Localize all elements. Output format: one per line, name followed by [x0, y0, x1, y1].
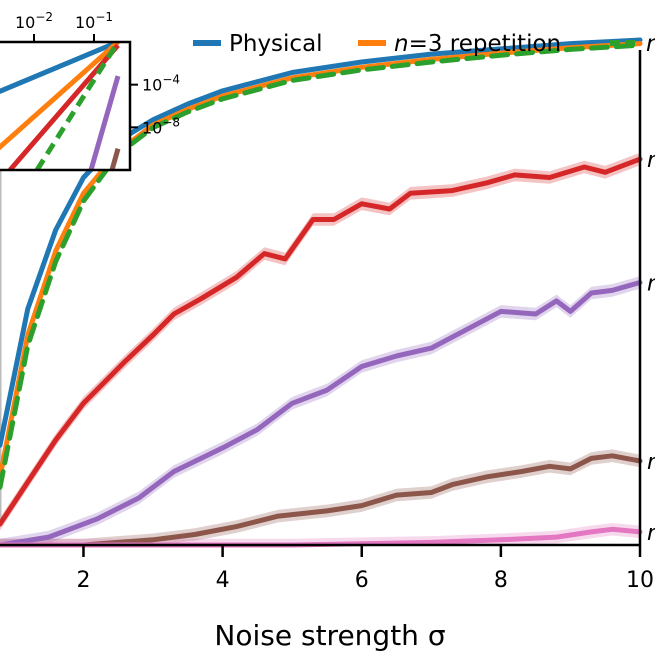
- legend-entry-2: n: [610, 31, 655, 57]
- series-line-n_red: [0, 156, 643, 527]
- legend-entry-0: Physical: [193, 31, 323, 57]
- x-tick-label-2: 2: [76, 568, 90, 593]
- legend-label-2: n: [646, 31, 655, 57]
- band-n_purple: [0, 276, 640, 545]
- x-tick-label-6: 6: [355, 568, 369, 593]
- series-line-n_green: [0, 42, 643, 490]
- series-lines: [0, 37, 643, 548]
- inset-line-1: [0, 42, 120, 151]
- inset-lines: [0, 42, 121, 170]
- legend-label-1: n=3 repetition: [394, 31, 561, 57]
- x-tick-label-8: 8: [494, 568, 508, 593]
- series-label-n_pink: n: [647, 521, 655, 546]
- inset-line-0: [0, 42, 119, 94]
- inset-line-5: [109, 148, 121, 170]
- legend: Physical n=3 repetition n: [193, 31, 655, 57]
- inset-frame: [0, 40, 132, 172]
- confidence-bands: [0, 152, 640, 545]
- inset-x-tick-label: 10−2: [15, 10, 53, 32]
- inset-plot: 10−2 10−1 10−4 10−8: [0, 10, 180, 172]
- series-label-n_brown: n: [647, 450, 655, 475]
- x-tick-label-4: 4: [216, 568, 230, 593]
- band-n_brown: [0, 449, 640, 545]
- inset-line-3: [34, 42, 121, 170]
- series-line-physical: [0, 37, 643, 448]
- inset-zoom-connectors: [0, 145, 132, 524]
- band-n_red: [0, 152, 640, 531]
- main-axes: 2 4 6 8 10: [0, 50, 654, 593]
- series-label-n_red: n: [647, 148, 655, 173]
- series-line-n_purple: [0, 280, 643, 548]
- legend-label-0: Physical: [229, 31, 323, 57]
- inset-y-tick-label: 10−8: [142, 115, 180, 137]
- x-tick-label-10: 10: [626, 568, 654, 593]
- inset-line-4: [88, 75, 121, 170]
- series-line-n_brown: [0, 453, 643, 548]
- legend-entry-1: n=3 repetition: [358, 31, 561, 57]
- inset-y-tick-label: 10−4: [142, 73, 180, 95]
- series-label-n_purple: n: [647, 272, 655, 297]
- x-axis-label: Noise strength σ: [214, 619, 445, 652]
- inset-x-tick-label: 10−1: [75, 10, 113, 32]
- series-end-labels: n n n n: [647, 148, 655, 546]
